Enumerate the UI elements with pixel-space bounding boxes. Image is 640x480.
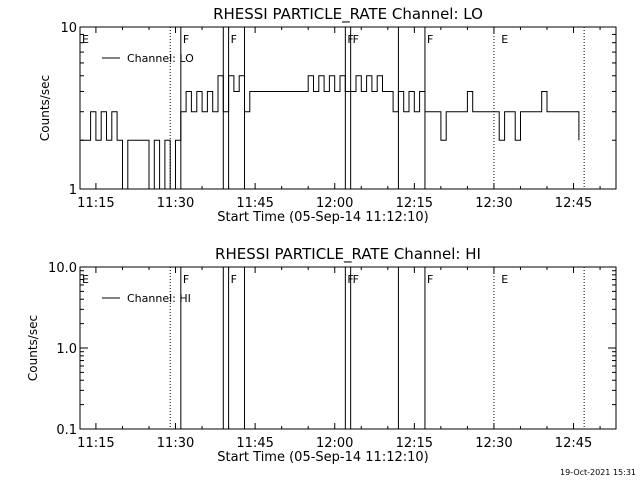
x-axis-title: Start Time (05-Sep-14 11:12:10): [217, 450, 428, 465]
flag-label: F: [183, 273, 189, 286]
y-axis-title: Counts/sec: [26, 315, 40, 381]
x-axis-title: Start Time (05-Sep-14 11:12:10): [217, 210, 428, 225]
x-tick-label: 12:45: [555, 196, 592, 211]
flag-label: F: [427, 33, 433, 46]
flag-label: E: [501, 273, 508, 286]
flag-label: E: [82, 33, 89, 46]
x-tick-label: 12:15: [396, 196, 433, 211]
x-tick-label: 12:30: [475, 436, 512, 451]
legend-label: Channel: HI: [127, 292, 191, 305]
flag-label: F: [347, 33, 353, 46]
flag-label: F: [427, 273, 433, 286]
x-tick-label: 12:30: [475, 196, 512, 211]
plot-frame: [79, 26, 617, 190]
x-tick-label: 11:45: [236, 436, 273, 451]
y-tick-label: 1.0: [56, 342, 77, 357]
legend-label: Channel: LO: [127, 52, 194, 65]
y-axis-title: Counts/sec: [38, 75, 52, 141]
flag-label: F: [353, 273, 359, 286]
x-tick-label: 12:15: [396, 436, 433, 451]
x-tick-label: 11:30: [157, 196, 194, 211]
y-tick-label: 10: [60, 21, 77, 36]
lo-channel-panel: RHESSI PARTICLE_RATE Channel: LO 11:15 11:…: [38, 5, 617, 225]
y-tick-label: 0.1: [56, 423, 77, 438]
chart-title: RHESSI PARTICLE_RATE Channel: LO: [213, 5, 483, 24]
y-tick-label: 1: [69, 183, 77, 198]
series-line: [80, 75, 580, 190]
x-tick-label: 12:00: [316, 196, 353, 211]
x-tick-label: 12:00: [316, 436, 353, 451]
x-tick-label: 12:45: [555, 436, 592, 451]
flag-label: F: [231, 33, 237, 46]
x-tick-label: 11:15: [77, 436, 114, 451]
flag-label: E: [501, 33, 508, 46]
x-tick-label: 11:45: [236, 196, 273, 211]
x-tick-label: 11:15: [77, 196, 114, 211]
y-tick-label: 10.0: [48, 261, 77, 276]
flag-label: F: [353, 33, 359, 46]
x-tick-label: 11:30: [157, 436, 194, 451]
footer-timestamp: 19-Oct-2021 15:31: [560, 468, 636, 477]
flag-label: F: [231, 273, 237, 286]
flag-label: F: [183, 33, 189, 46]
flag-label: F: [347, 273, 353, 286]
chart-title: RHESSI PARTICLE_RATE Channel: HI: [215, 245, 481, 264]
flag-label: E: [82, 273, 89, 286]
hi-channel-panel: RHESSI PARTICLE_RATE Channel: HI 11:15 11:…: [26, 245, 617, 465]
